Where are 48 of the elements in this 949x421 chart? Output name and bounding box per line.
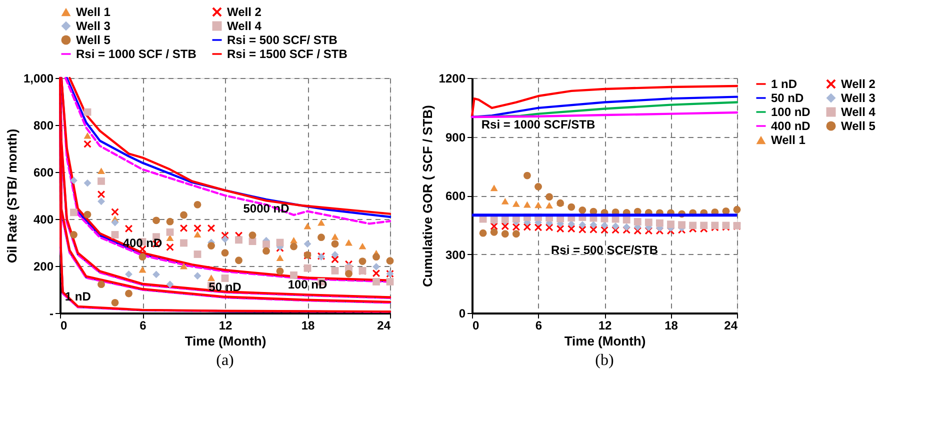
legend-label: 1 nD (771, 77, 798, 91)
legend-label: Well 2 (841, 77, 876, 91)
legend-label: Well 4 (841, 105, 876, 119)
x-tick-label: 18 (301, 318, 315, 332)
y-tick-label: - (50, 306, 54, 320)
y-axis-title: Oil Rate (STB/ month) (4, 128, 20, 264)
x-tick-label: 12 (598, 318, 612, 332)
y-tick-label: 400 (33, 212, 54, 226)
x-tick-label: 24 (377, 318, 391, 332)
legend-label: Well 3 (76, 19, 111, 33)
y-tick-label: 600 (445, 189, 466, 203)
x-tick-label: 6 (535, 318, 542, 332)
text: (a) (216, 352, 234, 369)
x-tick-label: 18 (664, 318, 678, 332)
y-tick-label: 600 (33, 166, 54, 180)
legend-label: Rsi = 500 SCF/ STB (227, 33, 338, 47)
ref-line-label: Rsi = 500 SCF/STB (550, 243, 658, 258)
legend-label: Rsi = 1000 SCF / STB (76, 47, 197, 61)
legend-label: Well 1 (76, 5, 111, 19)
legend-label: 50 nD (771, 91, 804, 105)
legend-label: Well 5 (841, 119, 876, 133)
y-tick-label: 1,000 (23, 72, 54, 86)
y-tick-label: 1200 (438, 72, 466, 86)
x-tick-label: 0 (472, 318, 480, 332)
legend-label: Well 5 (76, 33, 111, 47)
y-tick-label: 900 (445, 130, 466, 144)
legend-label: Well 2 (227, 5, 262, 19)
legend-label: Rsi = 1500 SCF / STB (227, 47, 348, 61)
legend-label: Well 4 (227, 19, 262, 33)
legend-label: 100 nD (771, 105, 811, 119)
y-axis-title: Cumulative GOR ( SCF / STB) (420, 104, 435, 288)
x-tick-label: 6 (140, 318, 147, 332)
y-tick-label: 300 (445, 248, 466, 262)
x-tick-label: 0 (60, 318, 68, 332)
legend-label: Well 1 (771, 133, 806, 147)
y-tick-label: 800 (33, 118, 54, 132)
y-tick-label: 200 (33, 260, 54, 274)
y-tick-label: 0 (458, 306, 466, 320)
annotation: Rsi = 1000 SCF/STB (481, 117, 596, 132)
text: (b) (595, 352, 614, 369)
legend-label: Well 3 (841, 91, 876, 105)
x-axis-title: Time (Month) (564, 334, 646, 348)
annotation: 100 nD (288, 278, 328, 292)
x-tick-label: 24 (724, 318, 738, 332)
annotation: 1 nD (64, 289, 92, 304)
x-axis-title: Time (Month) (184, 334, 266, 348)
legend-label: 400 nD (771, 119, 811, 133)
x-tick-label: 12 (218, 318, 232, 332)
